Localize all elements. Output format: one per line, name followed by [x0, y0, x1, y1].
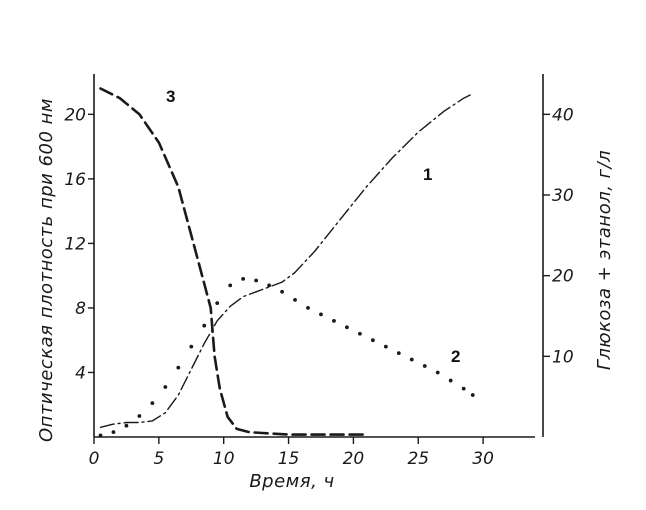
- series-2-point: [345, 325, 349, 330]
- series-2-point: [215, 301, 220, 305]
- series-2-point: [241, 276, 246, 281]
- series-2-point: [409, 357, 414, 362]
- series-2-points: [98, 276, 475, 438]
- right-y-axis-title: Глюкоза + этанол, г/л: [594, 150, 615, 370]
- series-2-point: [124, 423, 129, 428]
- right-y-tick-label: 20: [552, 267, 574, 287]
- right-y-ticks: 10 20 30 40: [543, 105, 574, 367]
- left-y-ticks: 4 8 12 16 20: [64, 105, 94, 383]
- series-label-1: 1: [423, 165, 432, 184]
- x-tick-label: 15: [278, 449, 300, 469]
- left-y-tick-label: 20: [64, 105, 86, 125]
- series-2-point: [435, 370, 440, 375]
- left-y-tick-label: 16: [64, 170, 86, 190]
- series-2-point: [319, 312, 323, 317]
- series-2-point: [461, 386, 466, 391]
- series-2-point: [396, 351, 401, 356]
- left-y-tick-label: 8: [75, 299, 86, 319]
- x-tick-label: 0: [89, 449, 100, 469]
- series-2-point: [280, 289, 284, 294]
- x-axis-title: Время, ч: [249, 471, 334, 492]
- series-2-point: [422, 364, 427, 368]
- series-2-point: [202, 323, 207, 328]
- series-2-point: [176, 365, 181, 370]
- series-2-point: [111, 430, 116, 435]
- series-2-point: [357, 331, 362, 336]
- series-2-point: [470, 393, 475, 397]
- x-tick-label: 10: [213, 449, 235, 469]
- right-y-tick-label: 30: [552, 186, 574, 206]
- series-3-line: [99, 87, 368, 436]
- left-y-tick-label: 12: [64, 234, 86, 254]
- series-2-point: [370, 338, 375, 343]
- x-tick-label: 5: [153, 449, 164, 469]
- x-ticks: 0 5 10 15 20 25 30: [89, 437, 494, 469]
- x-tick-label: 30: [472, 449, 494, 469]
- series-1-line: [99, 94, 471, 428]
- series-2-point: [98, 433, 103, 438]
- left-y-tick-label: 4: [75, 363, 86, 383]
- series-2-point: [189, 344, 194, 349]
- x-tick-label: 20: [343, 449, 365, 469]
- series-2-point: [383, 344, 388, 349]
- series-2-point: [267, 283, 272, 288]
- right-y-tick-label: 10: [552, 347, 574, 367]
- series-2-point: [163, 385, 168, 389]
- series-2-point: [228, 283, 233, 288]
- series-2-point: [254, 278, 259, 283]
- right-y-tick-label: 40: [552, 105, 574, 125]
- series-2-point: [293, 297, 297, 302]
- series-2-point: [150, 401, 155, 406]
- series-2-point: [448, 378, 453, 383]
- series-2-point: [332, 318, 336, 323]
- series-2-point: [137, 414, 142, 418]
- series-label-2: 2: [451, 347, 460, 366]
- left-y-axis-title: Оптическая плотность при 600 нм: [36, 98, 57, 442]
- series-layer: [98, 87, 475, 438]
- x-tick-label: 25: [407, 449, 429, 469]
- series-2-point: [306, 306, 310, 310]
- series-label-3: 3: [166, 87, 175, 106]
